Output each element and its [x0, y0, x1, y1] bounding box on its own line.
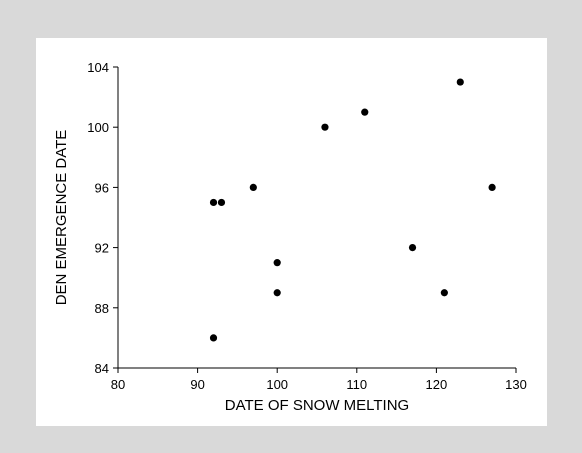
x-tick-label: 120: [426, 377, 448, 392]
y-tick-label: 100: [87, 120, 109, 135]
data-points: [209, 78, 496, 342]
x-tick-label: 100: [266, 377, 288, 392]
chart-panel: [36, 38, 547, 426]
data-point: [408, 244, 417, 252]
data-point: [209, 198, 218, 207]
axes: [117, 67, 516, 369]
data-point: [273, 259, 281, 267]
x-tick-label: 110: [346, 377, 367, 392]
y-ticks: 84 88 92 96 100 104: [87, 60, 118, 376]
data-point: [217, 198, 226, 207]
y-tick-label: 104: [87, 60, 109, 75]
y-tick-label: 96: [95, 180, 109, 195]
data-point: [440, 289, 448, 297]
y-tick-label: 84: [95, 361, 109, 376]
data-point: [209, 334, 218, 342]
x-tick-label: 90: [190, 377, 204, 392]
data-point: [361, 108, 369, 116]
x-tick-label: 80: [111, 377, 125, 392]
data-point: [456, 78, 464, 86]
data-point: [321, 123, 329, 131]
y-tick-label: 88: [95, 301, 109, 316]
x-ticks: 80 90 100 110 120 130: [111, 368, 527, 392]
y-tick-label: 92: [95, 241, 109, 256]
x-tick-label: 130: [505, 377, 527, 392]
data-point: [273, 289, 281, 297]
y-axis-title: DEN EMERGENCE DATE: [53, 130, 70, 306]
x-axis-title: DATE OF SNOW MELTING: [225, 397, 409, 414]
data-point: [249, 183, 257, 191]
data-point: [488, 183, 496, 191]
